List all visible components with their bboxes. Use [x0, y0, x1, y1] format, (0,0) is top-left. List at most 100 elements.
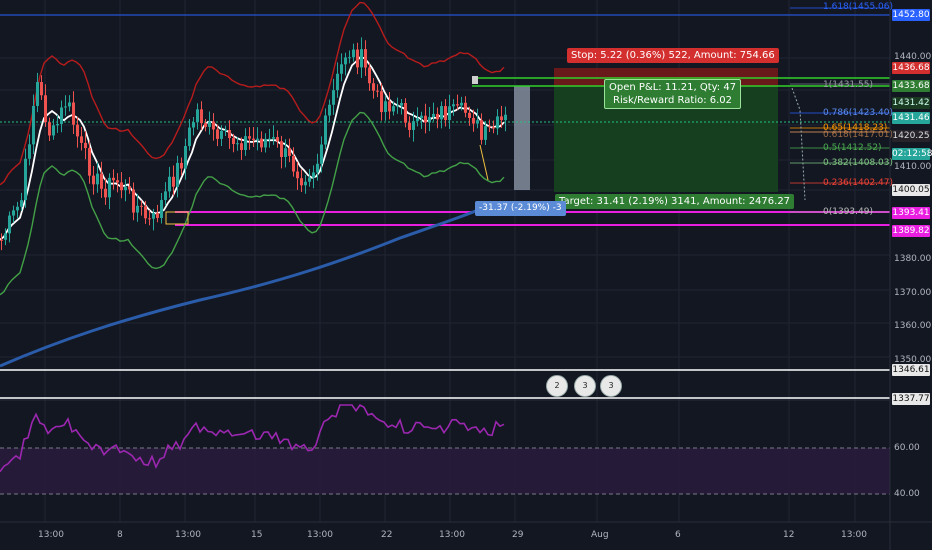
position-handle[interactable] — [472, 76, 478, 84]
candle — [504, 114, 507, 121]
pnl-line-1: Open P&L: 11.21, Qty: 47 — [609, 82, 737, 93]
candle — [116, 180, 119, 183]
candle — [176, 162, 179, 187]
candle — [464, 102, 467, 113]
candle — [304, 181, 307, 186]
event-flag-3[interactable]: 3 — [600, 375, 622, 397]
candle — [328, 104, 331, 116]
candle — [80, 136, 83, 143]
fib-retracement[interactable] — [790, 7, 890, 213]
candle — [44, 95, 47, 123]
candle — [376, 90, 379, 92]
candle — [404, 103, 407, 123]
candle — [136, 205, 139, 213]
candle — [268, 138, 271, 140]
price-tag-1431-42: 1431.42 — [892, 97, 930, 109]
fib-label-065: 0.65(1418.23) — [823, 123, 888, 133]
price-tag-1452: 1452.80 — [892, 9, 930, 21]
candle — [128, 186, 131, 190]
candle — [256, 138, 259, 140]
candle — [32, 105, 35, 145]
price-tick: 1380.00 — [894, 254, 932, 264]
candle — [56, 123, 59, 126]
trend-line-small[interactable] — [479, 144, 489, 181]
price-tag-1420: 1420.25 — [892, 130, 930, 142]
fib-label-1618: 1.618(1455.06) — [823, 2, 894, 12]
candle — [448, 106, 451, 121]
price-tag-1337: 1337.77 — [892, 393, 930, 405]
candle — [216, 129, 219, 139]
target-label[interactable]: Target: 31.41 (2.19%) 3141, Amount: 2476… — [555, 194, 795, 209]
pnl-label[interactable]: Open P&L: 11.21, Qty: 47 Risk/Reward Rat… — [604, 79, 742, 109]
candle — [232, 138, 235, 144]
candle — [28, 144, 31, 159]
candle — [88, 148, 91, 176]
candle — [444, 106, 447, 121]
us-flag-icon: 3 — [608, 381, 614, 390]
candle — [352, 49, 355, 58]
time-tick: 13:00 — [175, 530, 201, 540]
candle — [456, 104, 459, 106]
fib-label-0382: 0.382(1408.03) — [823, 158, 894, 168]
candle — [4, 233, 7, 240]
candle — [212, 121, 215, 130]
measure-range[interactable] — [514, 86, 530, 190]
candle — [20, 200, 23, 207]
candle — [452, 104, 455, 107]
candle — [12, 210, 15, 216]
candle — [400, 103, 403, 106]
candle — [300, 178, 303, 186]
candle — [488, 126, 491, 128]
candle — [120, 182, 123, 191]
candle — [220, 130, 223, 139]
candle — [364, 49, 367, 68]
candle — [344, 57, 347, 65]
candle — [244, 136, 247, 151]
candle — [16, 206, 19, 211]
candle — [224, 130, 227, 132]
candle — [172, 176, 175, 187]
annotation-box[interactable] — [165, 211, 189, 225]
candle — [320, 144, 323, 164]
candle — [36, 82, 39, 106]
candlestick-series[interactable] — [0, 37, 507, 251]
fib-label-0618: 0.618(1417.01) — [823, 130, 894, 140]
candle — [124, 186, 127, 191]
candle — [132, 189, 135, 213]
stop-label[interactable]: Stop: 5.22 (0.36%) 522, Amount: 754.66 — [567, 48, 779, 63]
grid — [0, 0, 890, 522]
candle — [92, 175, 95, 185]
candle — [260, 138, 263, 148]
candle — [292, 155, 295, 172]
candle — [52, 125, 55, 136]
candle — [324, 115, 327, 145]
candle — [188, 127, 191, 147]
rsi-tick: 60.00 — [894, 443, 920, 453]
moving-average-long — [0, 203, 491, 368]
event-flag-2[interactable]: 3 — [574, 375, 596, 397]
candle — [68, 102, 71, 107]
candle — [240, 143, 243, 151]
candle — [40, 82, 43, 96]
candle — [0, 239, 3, 241]
candle — [156, 213, 159, 219]
candle — [100, 173, 103, 189]
candle — [296, 171, 299, 179]
fib-label-05: 0.5(1412.52) — [823, 143, 882, 153]
time-tick: 15 — [251, 530, 263, 540]
time-tick: 22 — [381, 530, 393, 540]
candle — [308, 177, 311, 182]
candle — [84, 142, 87, 149]
candle — [108, 177, 111, 198]
price-tick: 1350.00 — [894, 355, 932, 365]
price-tag-1346: 1346.61 — [892, 364, 930, 376]
event-flag-1[interactable]: 2 — [546, 375, 568, 397]
candle — [168, 176, 171, 192]
measure-label[interactable]: -31.37 (-2.19%) -3 — [475, 201, 566, 216]
price-tag-1433: 1433.68 — [892, 80, 930, 92]
time-tick: 13:00 — [841, 530, 867, 540]
candle — [96, 173, 99, 185]
bollinger-lower — [0, 111, 505, 296]
candle — [472, 117, 475, 124]
